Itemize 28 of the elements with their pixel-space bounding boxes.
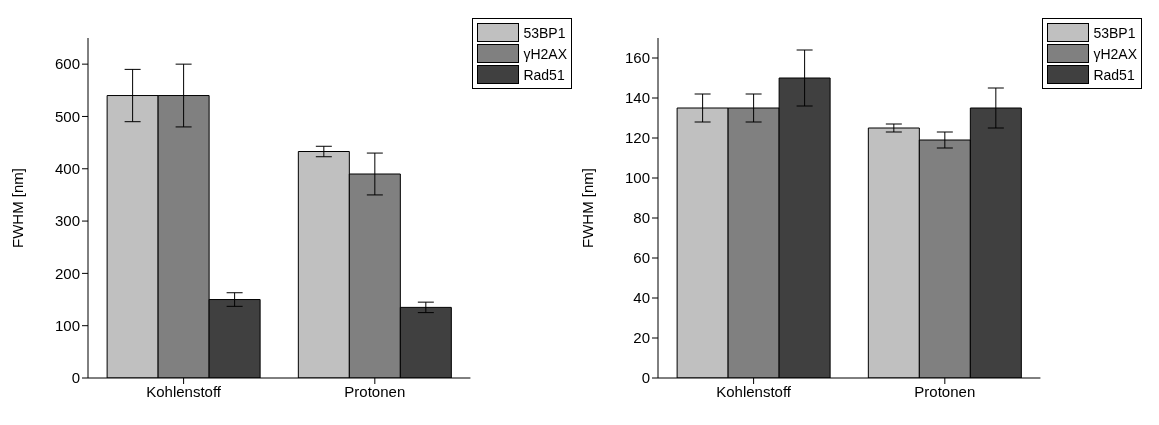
- y-tick-label: 40: [633, 289, 650, 307]
- legend-label: Rad51: [523, 66, 565, 83]
- y-tick-label: 80: [633, 209, 650, 227]
- y-tick-label: 500: [54, 107, 80, 125]
- legend-label: γH2AX: [523, 45, 567, 62]
- y-tick-label: 60: [633, 249, 650, 267]
- x-tick-label: Kohlenstoff: [716, 382, 792, 400]
- y-tick-label: 160: [624, 49, 650, 67]
- y-axis-title: FWHM [nm]: [579, 168, 597, 248]
- y-tick-label: 140: [624, 89, 650, 107]
- y-tick-label: 300: [54, 212, 80, 230]
- legend-label: 53BP1: [1093, 24, 1136, 41]
- x-tick-label: Protonen: [344, 382, 406, 400]
- y-tick-label: 0: [71, 369, 80, 387]
- y-tick-label: 100: [54, 317, 80, 335]
- y-axis-title: FWHM [nm]: [9, 168, 27, 248]
- x-tick-label: Kohlenstoff: [146, 382, 222, 400]
- y-tick-label: 100: [624, 169, 650, 187]
- y-tick-label: 200: [54, 264, 80, 282]
- legend-label: 53BP1: [523, 24, 566, 41]
- y-tick-label: 400: [54, 160, 80, 178]
- y-tick-label: 0: [641, 369, 650, 387]
- legend-label: Rad51: [1093, 66, 1135, 83]
- legend-label: γH2AX: [1093, 45, 1137, 62]
- y-tick-label: 120: [624, 129, 650, 147]
- y-tick-label: 600: [54, 55, 80, 73]
- x-tick-label: Protonen: [914, 382, 976, 400]
- y-tick-label: 20: [633, 329, 650, 347]
